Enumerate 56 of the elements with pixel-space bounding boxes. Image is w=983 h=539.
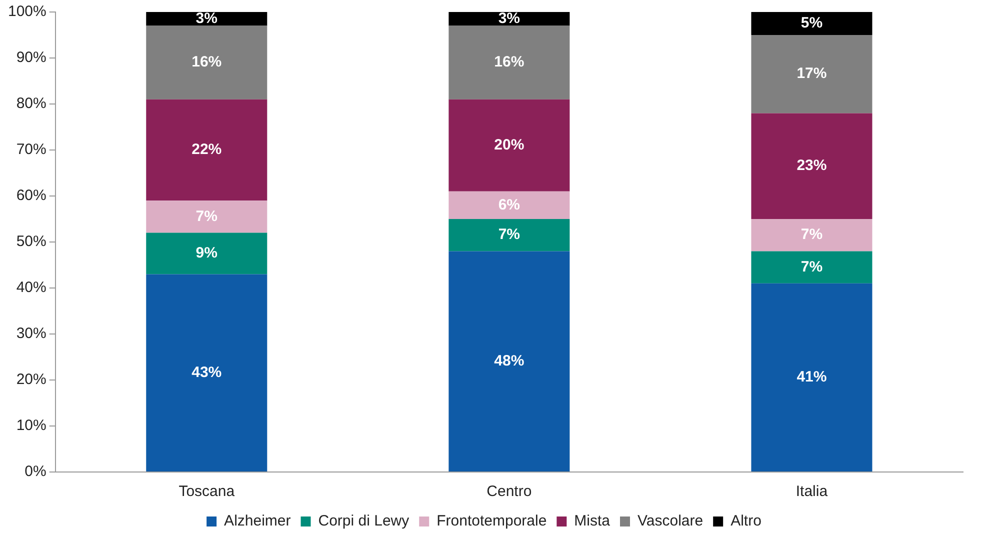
data-label: 16%	[192, 54, 222, 71]
bar	[751, 219, 872, 252]
data-label: 6%	[498, 196, 520, 214]
bar	[146, 12, 268, 26]
y-tick-label: 20%	[16, 371, 46, 388]
legend-label: Mista	[574, 512, 611, 530]
y-tick-label: 50%	[16, 233, 46, 250]
bar	[146, 274, 268, 472]
data-label: 17%	[796, 65, 827, 82]
y-tick-label: 40%	[16, 279, 46, 296]
data-label: 7%	[196, 208, 218, 225]
legend-label: Alzheimer	[224, 512, 291, 530]
bar	[751, 283, 872, 472]
data-label: 7%	[498, 226, 520, 244]
legend-label: Frontotemporale	[436, 512, 547, 530]
x-tick-label: Centro	[486, 483, 532, 500]
bar	[751, 113, 872, 219]
bar	[146, 26, 268, 100]
data-label: 5%	[800, 14, 823, 32]
bar	[751, 35, 872, 114]
bar	[448, 26, 570, 100]
y-tick-label: 0%	[24, 463, 46, 480]
bar	[448, 219, 570, 252]
bar	[146, 232, 268, 274]
data-label: 7%	[800, 226, 823, 244]
bar	[751, 251, 872, 284]
data-label: 43%	[192, 364, 222, 381]
data-label: 16%	[494, 54, 524, 71]
bar	[751, 12, 872, 35]
data-label: 3%	[196, 10, 218, 28]
y-tick-label: 30%	[16, 325, 46, 342]
bar	[448, 99, 570, 192]
y-tick-label: 100%	[8, 3, 46, 20]
data-label: 22%	[192, 141, 222, 158]
data-label: 20%	[494, 136, 524, 154]
data-label: 48%	[494, 352, 524, 370]
data-label: 41%	[796, 368, 827, 386]
data-label: 23%	[796, 157, 827, 174]
x-tick-label: Toscana	[178, 483, 236, 500]
legend-label: Vascolare	[638, 512, 704, 530]
bar	[448, 251, 570, 472]
y-tick-label: 10%	[16, 417, 46, 434]
data-label: 9%	[196, 244, 218, 262]
y-tick-label: 90%	[16, 49, 46, 66]
data-label: 3%	[498, 10, 520, 28]
bar	[146, 200, 268, 233]
data-label: 7%	[800, 258, 823, 276]
legend-label: Altro	[730, 512, 762, 530]
y-tick-label: 80%	[16, 95, 46, 112]
y-tick-label: 70%	[16, 141, 46, 158]
bar	[146, 99, 268, 201]
bar	[448, 12, 570, 26]
x-tick-label: Italia	[796, 483, 828, 500]
y-tick-label: 60%	[16, 187, 46, 204]
legend-label: Corpi di Lewy	[318, 512, 410, 530]
bar	[448, 191, 570, 219]
